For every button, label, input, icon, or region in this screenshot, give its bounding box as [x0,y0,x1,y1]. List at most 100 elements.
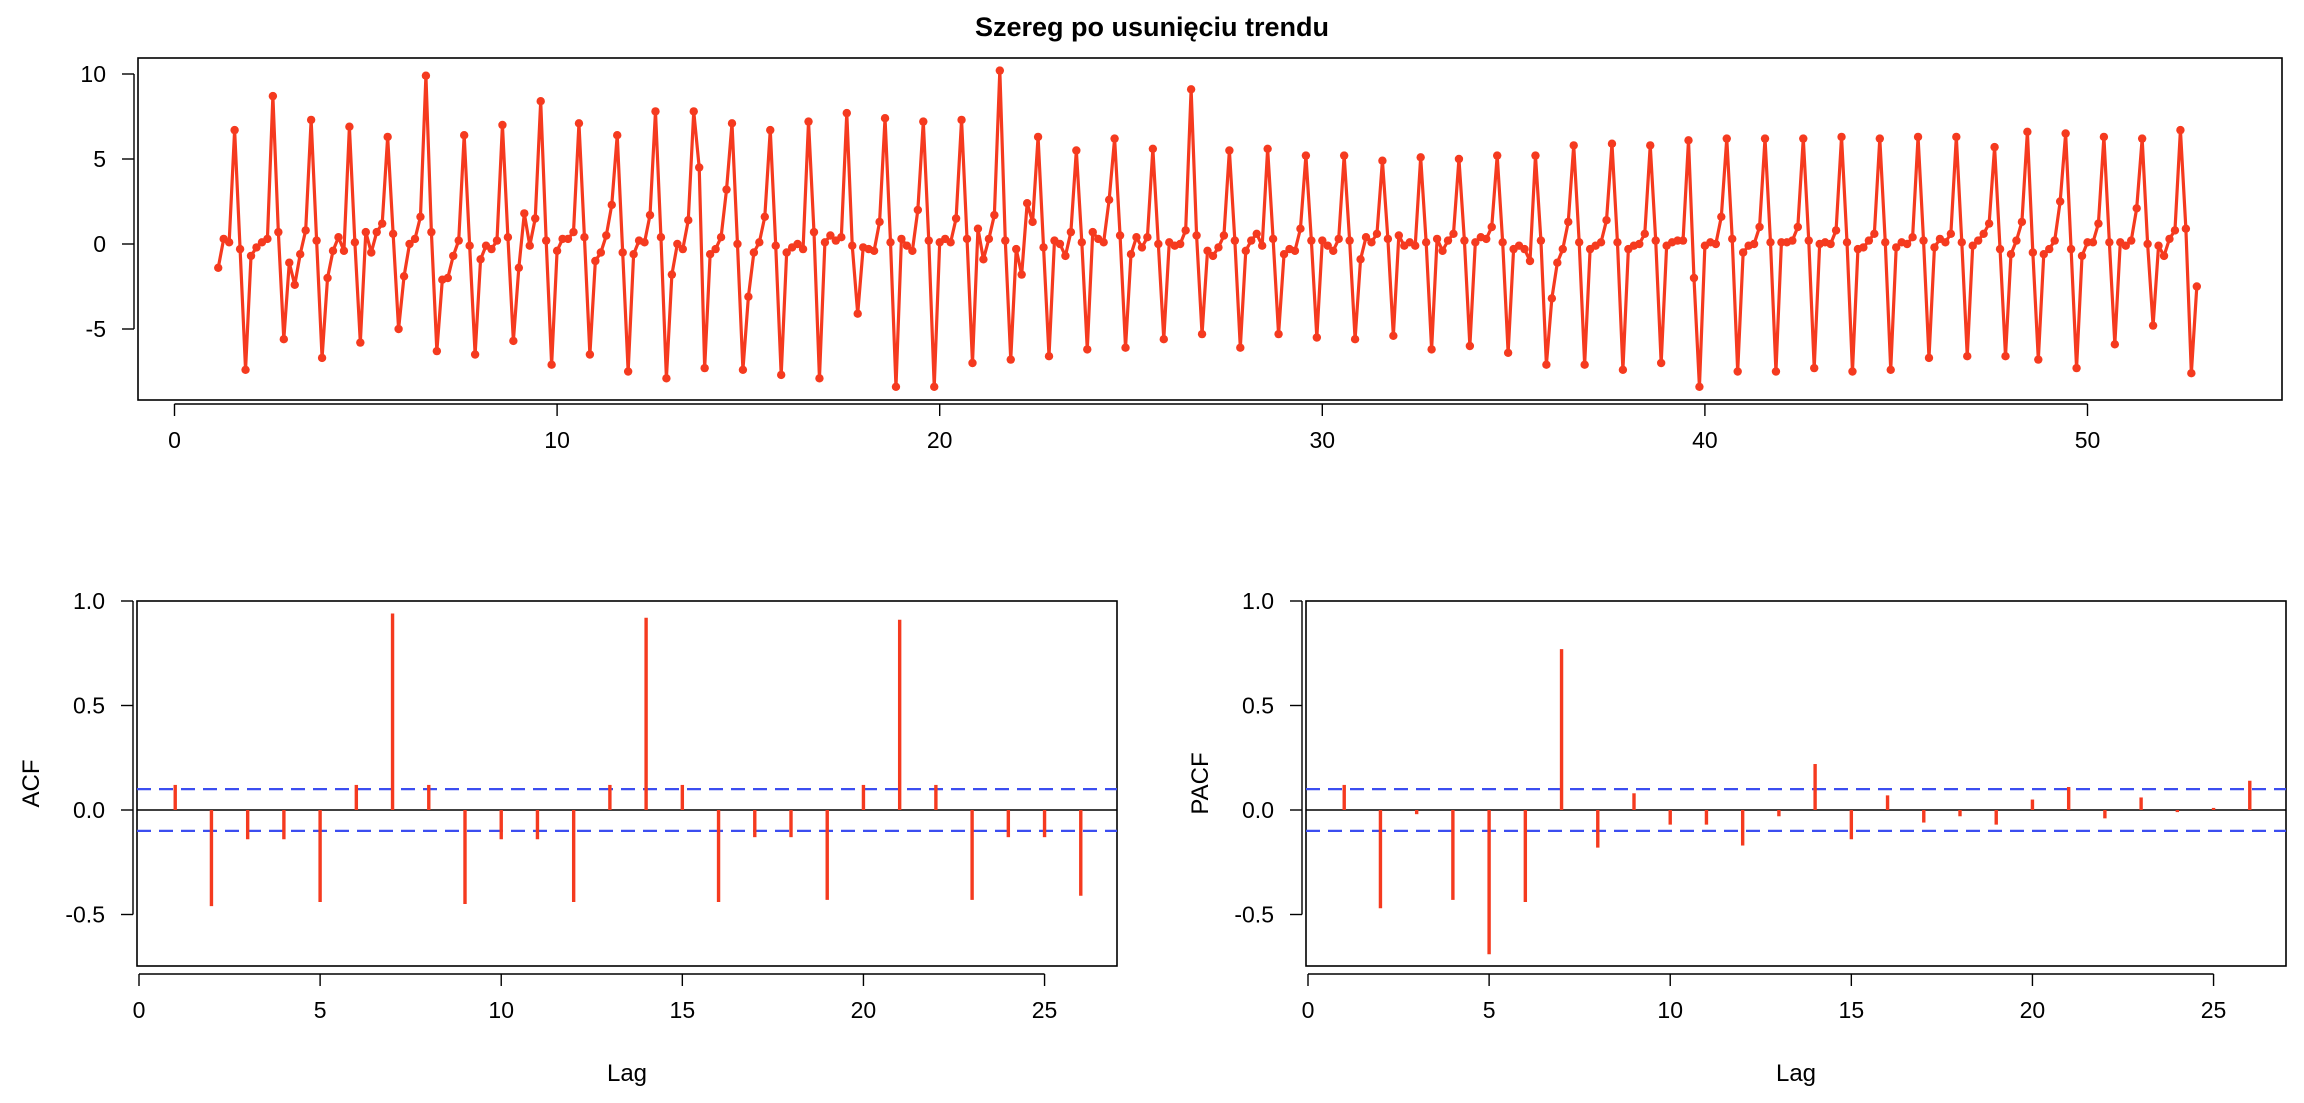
ts-data-point [951,214,961,223]
ts-data-point [2181,224,2191,233]
ts-data-point [1913,132,1923,142]
ts-data-point [1870,229,1879,238]
ts-data-point [1307,236,1316,245]
ts-data-point [1487,222,1496,232]
ts-data-point [2187,369,2196,378]
pacf-plot-frame [1305,600,2287,967]
ts-data-point [2012,236,2021,245]
ts-data-point [1443,236,1453,245]
ts-data-point [919,117,928,126]
ts-data-point [1531,151,1540,160]
ts-data-point [367,248,376,257]
ts-data-point [1241,246,1250,255]
ts-data-point [520,209,529,218]
ts-data-point [1580,360,1589,369]
ts-data-point [252,243,261,252]
ts-data-point [2127,236,2136,245]
ts-data-point [2006,250,2016,259]
ts-data-point [2176,125,2185,135]
ts-data-point [1979,229,1988,238]
ts-data-point [1012,244,1021,254]
ts-data-point [1225,146,1234,155]
ts-data-point [1635,239,1644,249]
pacf-plot: 0 5 10 15 20 25 Lag 1.0 0.5 0.0 -0.5 PACF [1187,588,2287,1087]
ts-data-point [1383,234,1393,244]
ts-data-point [1924,353,1934,363]
ts-data-point [312,236,321,245]
ts-data-point [2154,241,2163,250]
ts-data-point [2039,250,2048,259]
ts-data-point [350,238,360,247]
ts-data-point [487,244,496,254]
acf-x-axis-label: Lag [607,1060,647,1087]
ts-data-point [1881,238,1890,247]
ts-data-point [695,163,704,172]
ts-data-point [744,292,753,301]
ts-data-point [1301,151,1311,160]
ts-data-point [1449,229,1458,238]
ts-data-point [454,236,463,245]
ts-data-point [2061,129,2070,138]
ts-data-point [1689,273,1699,283]
ts-data-point [2055,197,2065,206]
ts-data-point [1219,231,1229,240]
ts-data-point [1482,234,1491,244]
ts-data-point [1536,236,1546,245]
acf-x-tick-label: 5 [314,997,327,1023]
ts-data-point [1547,294,1557,303]
ts-y-tick-label: -5 [86,316,106,342]
ts-data-point [2094,219,2103,228]
ts-data-point [678,244,688,254]
ts-data-point [547,360,556,369]
ts-data-point [848,241,857,250]
acf-y-tick-label: -0.5 [65,902,105,928]
ts-data-point [1159,335,1168,344]
ts-data-point [334,233,343,242]
ts-data-point [399,272,409,281]
ts-data-point [1028,217,1037,227]
ts-data-point [2143,239,2152,249]
ts-data-point [1088,227,1097,237]
acf-x-tick-label: 20 [851,997,877,1023]
pacf-y-tick-label: 0.5 [1242,693,1274,719]
ts-data-point [1350,335,1360,344]
ts-x-tick-label: 20 [927,427,953,453]
ts-data-point [2001,352,2010,361]
ts-y-tick-label: 10 [80,61,106,87]
ts-data-point [1197,329,1207,339]
ts-data-point [1837,132,1846,142]
ts-data-point [1236,343,1245,352]
ts-data-point [705,250,715,259]
ts-data-point [853,309,862,318]
ts-data-point [1493,151,1502,160]
ts-x-tick-label: 30 [1310,427,1336,453]
ts-data-point [263,234,272,244]
ts-data-point [979,255,988,264]
ts-data-point [323,273,332,283]
ts-data-point [1564,217,1573,227]
ts-data-point [897,234,906,244]
ts-data-point [1607,139,1617,148]
ts-data-point [443,273,452,283]
ts-data-point [503,233,513,242]
ts-data-point [1864,236,1874,245]
ts-data-point [241,365,250,374]
ts-data-point [1372,229,1382,238]
ts-data-point [1848,367,1857,376]
ts-data-point [684,216,693,225]
ts-data-point [1329,246,1338,255]
ts-data-point [410,234,420,244]
ts-data-point [1859,243,1868,252]
ts-data-point [1263,144,1272,153]
ts-data-point [1749,239,1759,249]
ts-data-point [1411,241,1420,250]
ts-data-point [782,248,791,257]
ts-data-point [1875,134,1885,143]
acf-plot: 0 5 10 15 20 25 Lag 1.0 0.5 0.0 -0.5 ACF [18,588,1118,1087]
ts-data-point [930,382,939,391]
ts-data-point [285,258,294,267]
ts-data-point [328,246,338,255]
ts-data-point [913,205,923,215]
ts-data-point [356,338,365,347]
ts-data-point [476,255,485,264]
